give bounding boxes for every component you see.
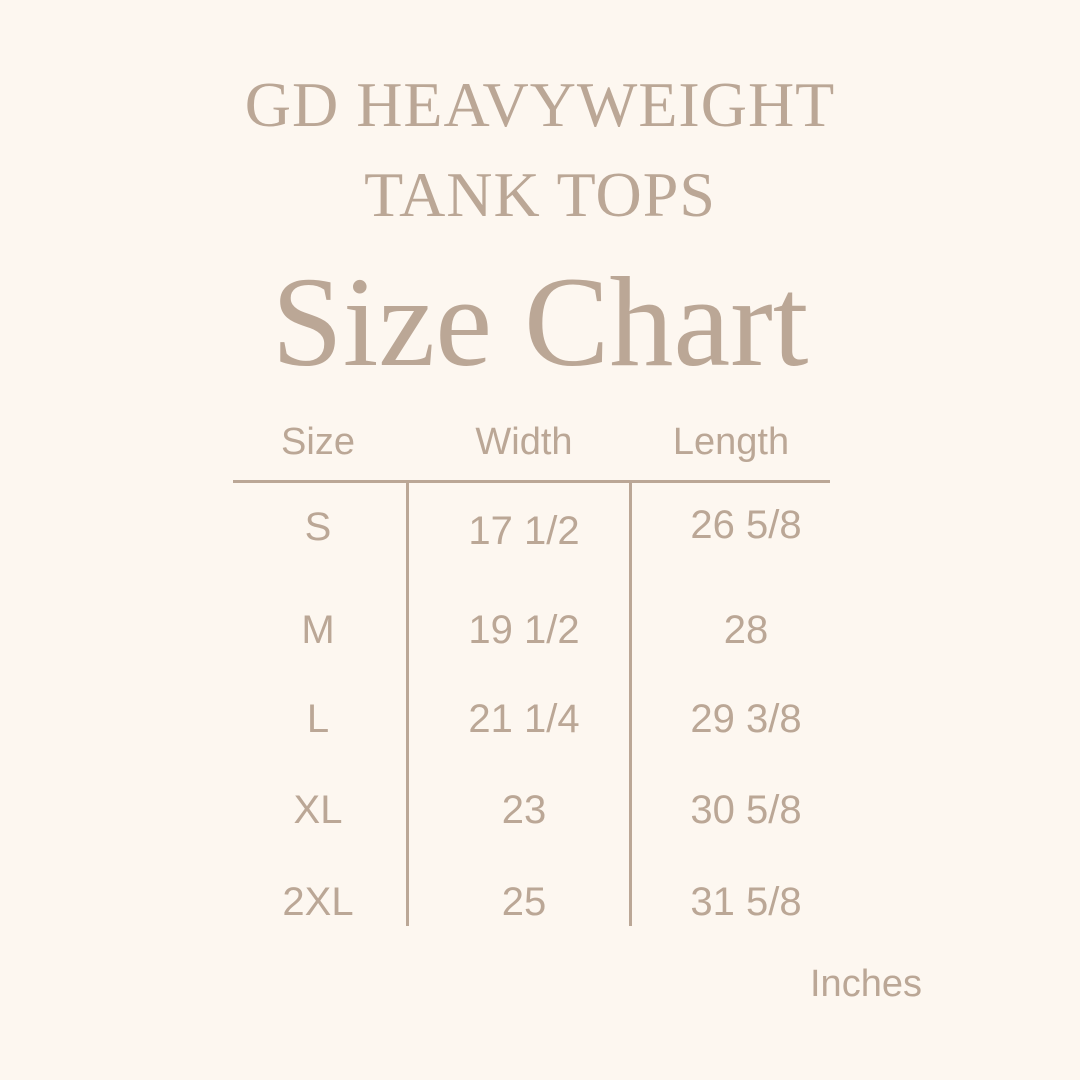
size-cell: 2XL [282,880,354,924]
size-cell: S [304,505,332,549]
length-cell: 29 3/8 [690,697,802,741]
width-cell: 17 1/2 [468,509,580,553]
size-cell: M [301,608,335,652]
width-cell: 25 [501,880,547,924]
title-line-1: GD HEAVYWEIGHT [244,69,836,140]
column-divider-1 [406,483,409,926]
header-size: Size [281,421,355,463]
header-divider [233,480,830,483]
length-cell: 30 5/8 [690,788,802,832]
size-cell: XL [293,788,343,832]
title-line-2: TANK TOPS [364,159,716,230]
unit-label: Inches [810,963,922,1005]
page-title: Size Chart [271,251,809,393]
width-cell: 21 1/4 [468,697,580,741]
length-cell: 26 5/8 [690,503,802,547]
column-divider-2 [629,483,632,926]
width-cell: 23 [501,788,547,832]
header-length: Length [672,421,790,463]
size-cell: L [306,697,330,741]
width-cell: 19 1/2 [468,608,580,652]
length-cell: 28 [723,608,769,652]
header-width: Width [475,421,573,463]
length-cell: 31 5/8 [690,880,802,924]
